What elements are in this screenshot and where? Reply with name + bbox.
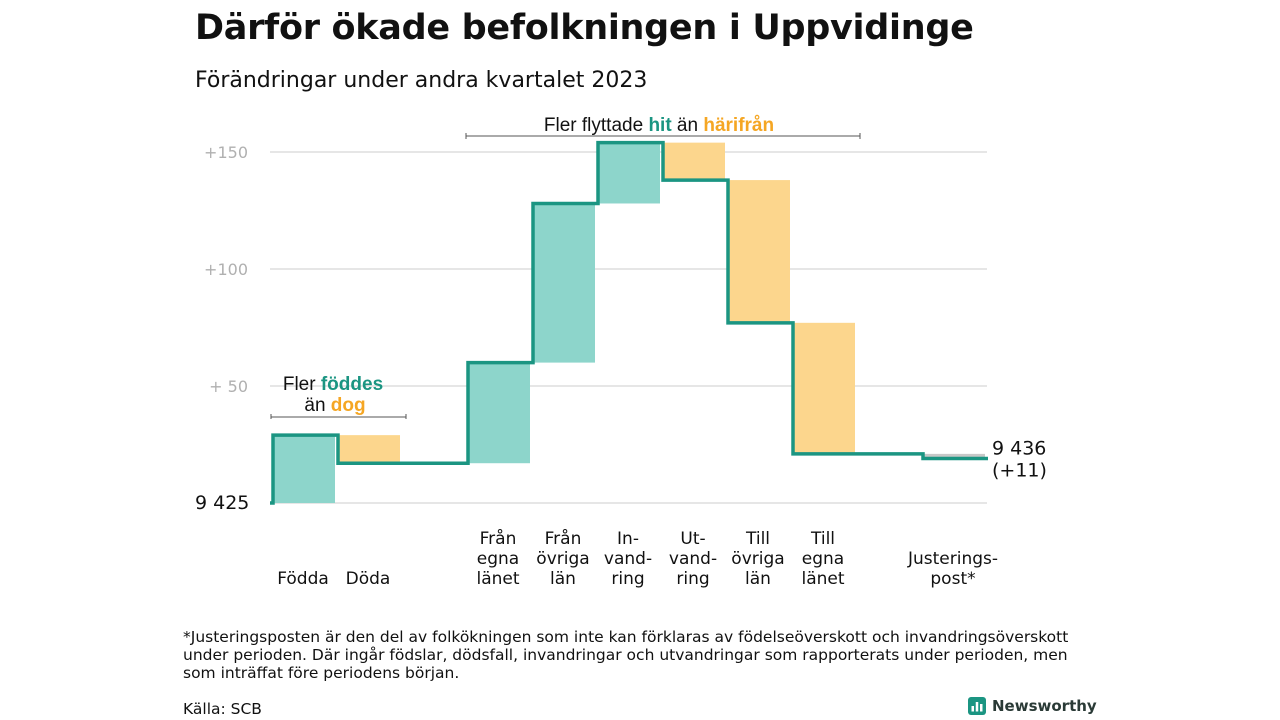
births-annotation: Fler föddes än dog: [270, 374, 407, 419]
chart-subtitle: Förändringar under andra kvartalet 2023: [195, 68, 648, 93]
y-tick-label: +150: [204, 143, 248, 162]
category-label: In-: [617, 529, 639, 549]
waterfall-bar: [337, 435, 400, 464]
y-tick-label: + 50: [209, 377, 248, 396]
waterfall-bar: [272, 435, 335, 503]
category-label: Justerings-: [907, 549, 998, 569]
category-label: Till: [810, 529, 835, 549]
start-value-label: 9 425: [195, 492, 249, 514]
waterfall-chart: +150+100+ 50 Födda DödaFrånegnalänetFrånö…: [195, 115, 1047, 589]
footnote: *Justeringsposten är den del av folkökni…: [183, 628, 1069, 682]
category-label: vand-: [669, 549, 717, 569]
category-label: länet: [476, 569, 519, 589]
chart-title: Därför ökade befolkningen i Uppvidinge: [195, 8, 974, 48]
cumulative-step-line: [270, 140, 988, 505]
category-label: Ut-: [680, 529, 705, 549]
births-annotation-line2: än dog: [304, 395, 365, 416]
category-label: Från: [480, 528, 517, 549]
category-label: egna: [802, 549, 844, 569]
category-label: ring: [611, 569, 644, 589]
category-label: post*: [930, 569, 975, 589]
category-label: övriga: [731, 549, 784, 569]
migration-annotation-text: Fler flyttade hit än härifrån: [544, 115, 774, 136]
brand: Newsworthy: [968, 697, 1097, 715]
label-layer: Födda DödaFrånegnalänetFrånövrigalänIn-va…: [195, 438, 1047, 589]
source-label: Källa: SCB: [183, 700, 262, 718]
category-label: länet: [801, 569, 844, 589]
category-label: egna: [477, 549, 519, 569]
category-label: vand-: [604, 549, 652, 569]
category-label: Från: [545, 528, 582, 549]
migration-annotation: Fler flyttade hit än härifrån: [465, 115, 861, 139]
births-bracket: [270, 414, 407, 419]
y-tick-label: +100: [204, 260, 248, 279]
waterfall-bar: [922, 453, 985, 459]
category-label: Födda: [277, 569, 329, 589]
end-change-label: (+11): [992, 460, 1047, 482]
waterfall-bar: [597, 142, 660, 204]
bar-chart-logo-icon: [968, 697, 986, 715]
category-label: län: [745, 569, 771, 589]
end-value-label: 9 436: [992, 438, 1046, 460]
waterfall-bar: [727, 180, 790, 323]
waterfall-bar: [792, 322, 855, 454]
category-label: övriga: [536, 549, 589, 569]
brand-name: Newsworthy: [992, 697, 1097, 715]
grid-layer: +150 +100 + 50: [204, 143, 987, 504]
births-annotation-line1: Fler föddes: [283, 374, 383, 395]
waterfall-bar: [467, 362, 530, 464]
waterfall-bar: [662, 142, 725, 181]
bar-layer: [272, 142, 985, 503]
migration-bracket: [465, 133, 861, 139]
category-label: Till: [745, 529, 770, 549]
waterfall-bar: [532, 203, 595, 363]
category-label: län: [550, 569, 576, 589]
category-label: Döda: [346, 569, 391, 589]
line-layer: [270, 140, 988, 505]
category-label: ring: [676, 569, 709, 589]
